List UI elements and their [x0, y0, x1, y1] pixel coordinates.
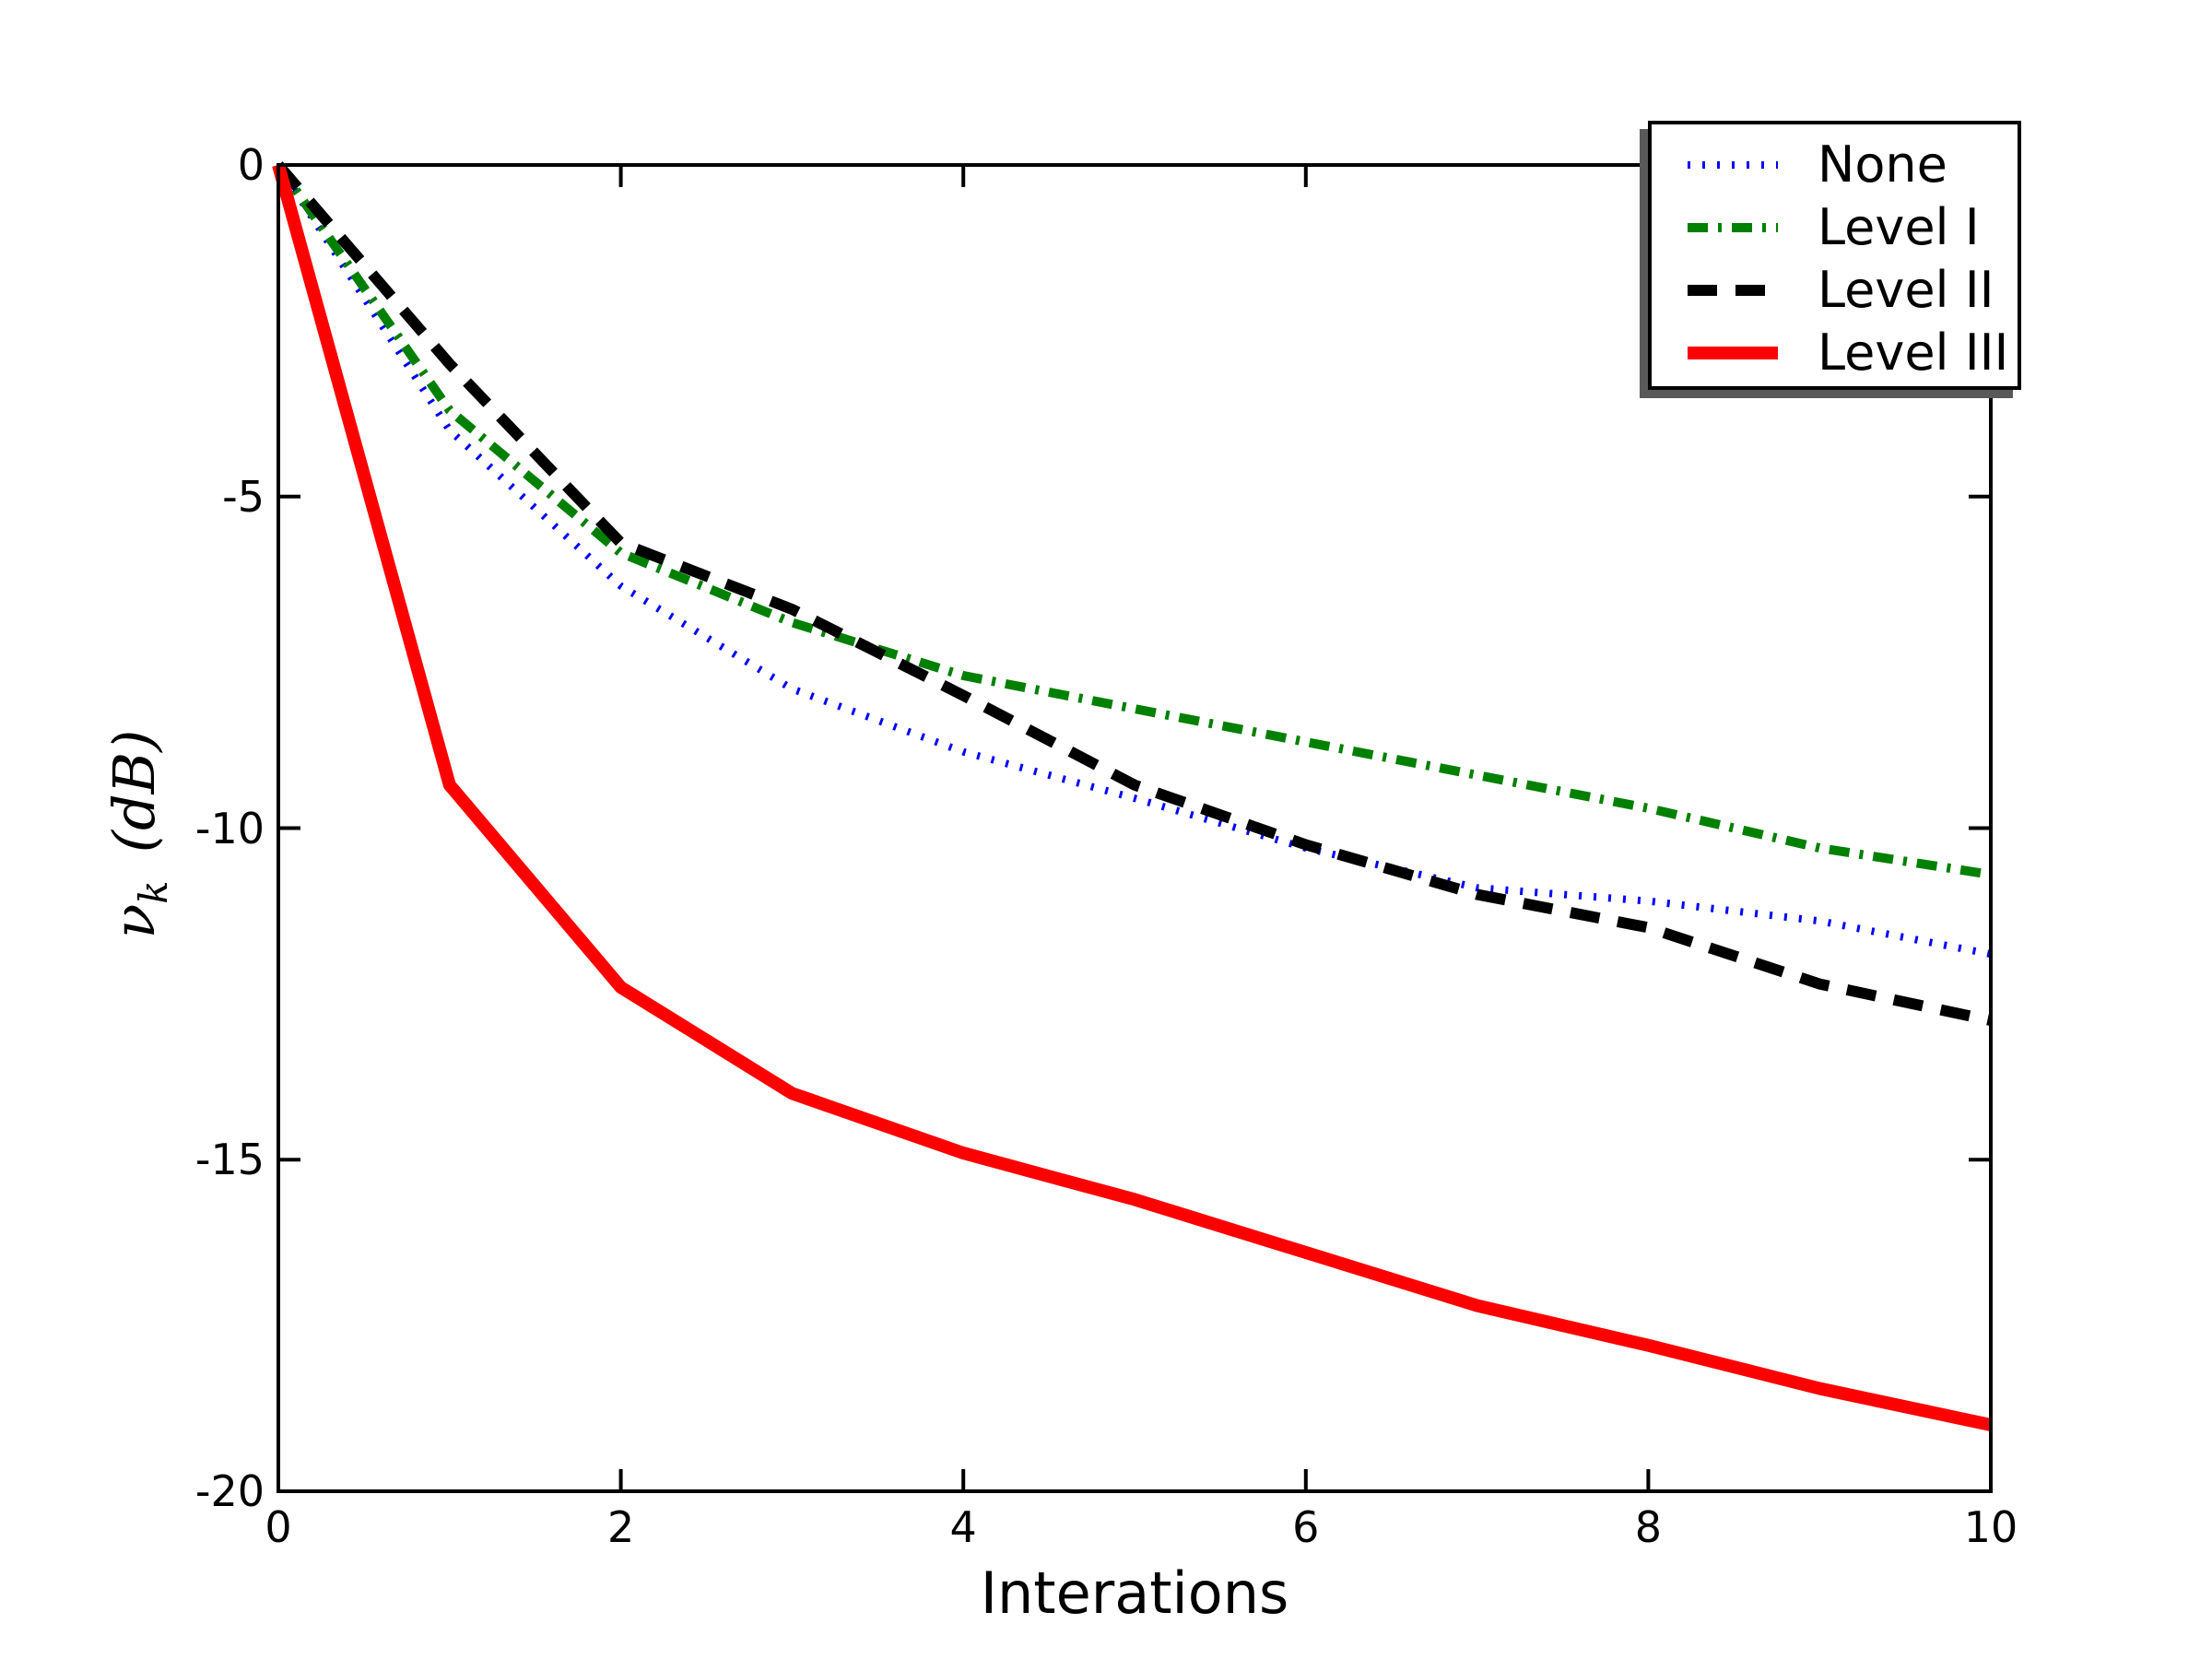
legend-sample-line — [1688, 223, 1778, 232]
y-axis-title: νk (dB) — [100, 410, 176, 1258]
x-tick-label: 4 — [949, 1502, 977, 1552]
x-tick-label: 2 — [606, 1502, 635, 1552]
y-tick-label: -20 — [194, 1466, 265, 1516]
x-tick-label: 6 — [1292, 1502, 1320, 1552]
legend-row: Level III — [1652, 322, 2018, 384]
y-axis-unit: (dB) — [100, 729, 168, 853]
y-tick-label: -5 — [222, 471, 265, 522]
y-tick-label: -15 — [194, 1135, 265, 1185]
y-tick-label: 0 — [237, 140, 265, 190]
series-lines — [272, 161, 1993, 1431]
legend-box: None Level I Level II Level III — [1648, 121, 2021, 390]
series-line-level-i — [274, 162, 1992, 879]
legend-label: Level II — [1818, 261, 1994, 319]
x-tick-label: 0 — [265, 1502, 292, 1552]
legend-sample-line — [1688, 285, 1778, 296]
y-tick-label: -10 — [194, 803, 265, 853]
legend-row: Level II — [1652, 259, 2018, 322]
legend-label: Level I — [1818, 198, 1980, 256]
x-tick-label: 8 — [1634, 1502, 1663, 1552]
legend-row: Level I — [1652, 196, 2018, 259]
series-line-level-iii — [272, 163, 1993, 1431]
legend-label: None — [1818, 135, 1947, 194]
legend-label: Level III — [1818, 324, 2009, 382]
series-line-level-ii — [274, 161, 1993, 1027]
legend-sample-line — [1688, 347, 1778, 359]
x-tick-label: 10 — [1963, 1502, 2018, 1552]
y-axis-subscript: k — [131, 880, 176, 904]
series-line-none — [275, 162, 1992, 959]
x-axis-title: Interations — [980, 1559, 1289, 1627]
legend-sample-line — [1688, 161, 1778, 169]
y-axis-symbol: ν — [100, 903, 168, 939]
legend-row: None — [1652, 134, 2018, 196]
